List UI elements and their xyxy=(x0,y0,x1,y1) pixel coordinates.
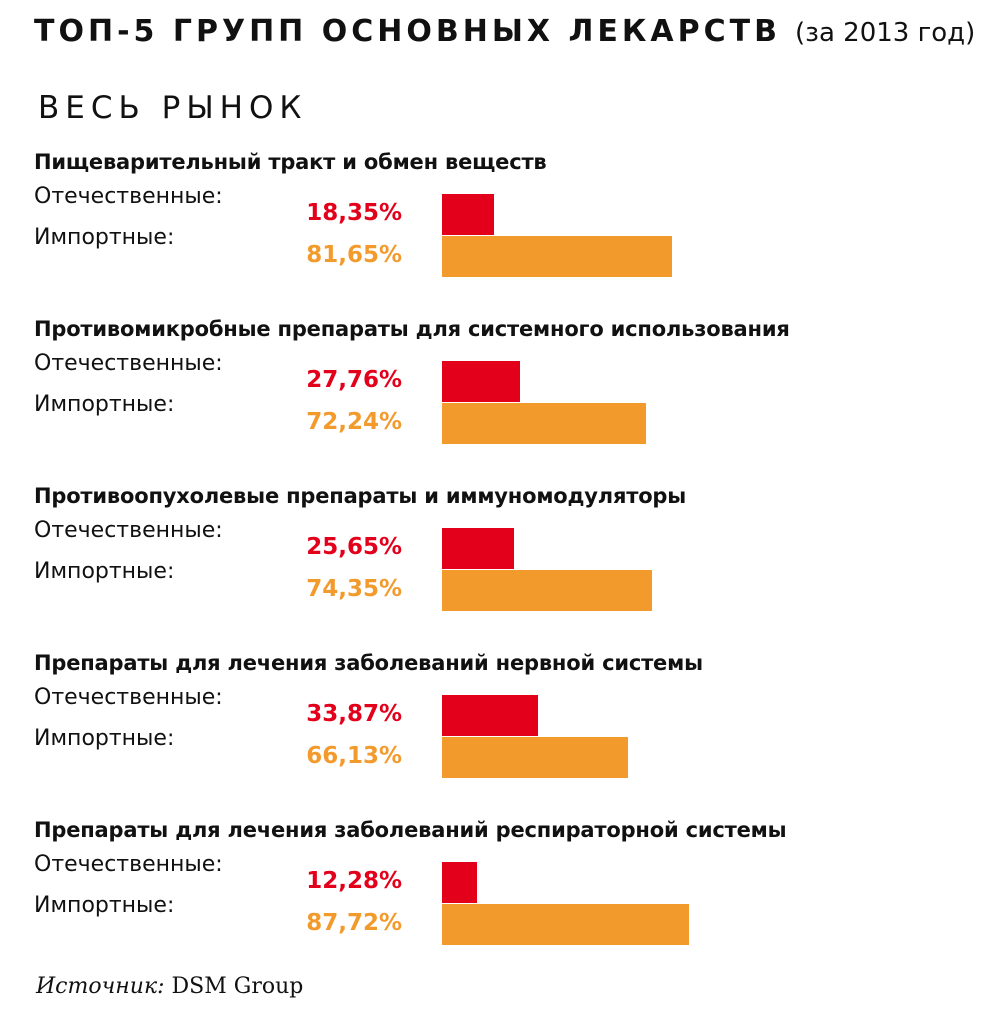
imported-bar xyxy=(442,904,689,945)
chart-title: ТОП-5 ГРУПП ОСНОВНЫХ ЛЕКАРСТВ (за 2013 го… xyxy=(34,14,975,49)
domestic-row-label: Отечественные: xyxy=(34,518,223,543)
domestic-row-label: Отечественные: xyxy=(34,852,223,877)
category-title: Препараты для лечения заболеваний нервно… xyxy=(34,651,703,675)
domestic-value-label: 33,87% xyxy=(306,701,402,727)
category-title: Пищеварительный тракт и обмен веществ xyxy=(34,150,547,174)
imported-row-label: Импортные: xyxy=(34,392,175,417)
source-value: DSM Group xyxy=(171,974,304,999)
category-title: Противомикробные препараты для системног… xyxy=(34,317,790,341)
domestic-value-label: 25,65% xyxy=(306,534,402,560)
category-group: Противомикробные препараты для системног… xyxy=(0,317,995,467)
category-title: Противоопухолевые препараты и иммуномоду… xyxy=(34,484,687,508)
domestic-row-label: Отечественные: xyxy=(34,184,223,209)
imported-row-label: Импортные: xyxy=(34,225,175,250)
domestic-value-label: 18,35% xyxy=(306,200,402,226)
domestic-value-label: 27,76% xyxy=(306,367,402,393)
category-group: Препараты для лечения заболеваний нервно… xyxy=(0,651,995,801)
imported-row-label: Импортные: xyxy=(34,726,175,751)
chart-title-period: (за 2013 год) xyxy=(794,18,976,48)
imported-row-label: Импортные: xyxy=(34,893,175,918)
category-group: Пищеварительный тракт и обмен веществ Оте… xyxy=(0,150,995,300)
imported-value-label: 72,24% xyxy=(306,409,402,435)
imported-value-label: 74,35% xyxy=(306,576,402,602)
imported-row-label: Импортные: xyxy=(34,559,175,584)
chart-title-main: ТОП-5 ГРУПП ОСНОВНЫХ ЛЕКАРСТВ xyxy=(34,14,781,49)
category-group: Противоопухолевые препараты и иммуномоду… xyxy=(0,484,995,634)
domestic-bar xyxy=(442,695,538,736)
category-title: Препараты для лечения заболеваний респир… xyxy=(34,818,787,842)
domestic-bar xyxy=(442,361,520,402)
imported-bar xyxy=(442,236,672,277)
domestic-bar xyxy=(442,194,494,235)
imported-bar xyxy=(442,570,652,611)
imported-bar xyxy=(442,737,628,778)
domestic-bar xyxy=(442,528,514,569)
domestic-value-label: 12,28% xyxy=(306,868,402,894)
domestic-row-label: Отечественные: xyxy=(34,351,223,376)
category-group: Препараты для лечения заболеваний респир… xyxy=(0,818,995,968)
imported-bar xyxy=(442,403,646,444)
chart-subtitle: ВЕСЬ РЫНОК xyxy=(38,90,308,126)
source-note: Источник: DSM Group xyxy=(36,974,303,999)
domestic-row-label: Отечественные: xyxy=(34,685,223,710)
imported-value-label: 66,13% xyxy=(306,743,402,769)
imported-value-label: 87,72% xyxy=(306,910,402,936)
imported-value-label: 81,65% xyxy=(306,242,402,268)
source-label: Источник: xyxy=(36,974,165,999)
domestic-bar xyxy=(442,862,477,903)
